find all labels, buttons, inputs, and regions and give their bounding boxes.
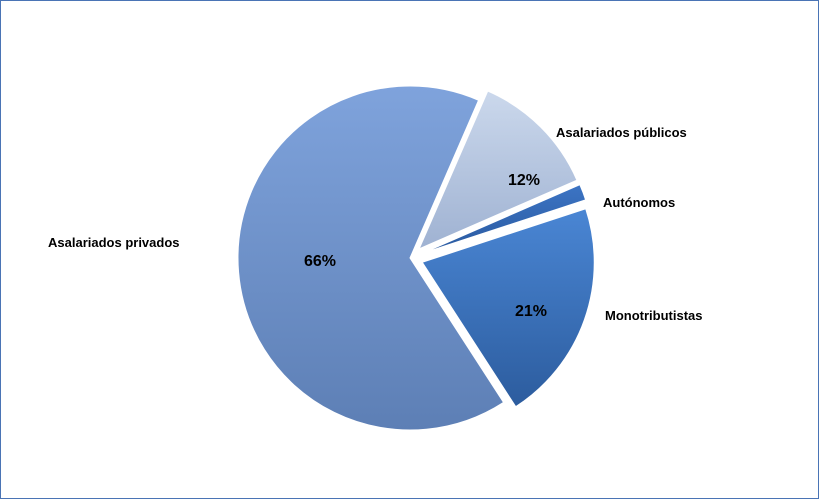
category-label: Monotributistas xyxy=(605,308,703,323)
slice-autonomos xyxy=(421,184,587,254)
slice-value-label: 21% xyxy=(515,303,547,320)
slice-monotributistas xyxy=(421,208,595,408)
category-label: Asalariados privados xyxy=(48,235,180,250)
category-label: Autónomos xyxy=(603,195,675,210)
slice-asalariados-publicos xyxy=(418,90,578,250)
slice-value-label: 12% xyxy=(508,172,540,189)
slice-asalariados-privados xyxy=(237,85,505,431)
category-label: Asalariados públicos xyxy=(556,125,687,140)
slice-value-label: 66% xyxy=(304,253,336,270)
